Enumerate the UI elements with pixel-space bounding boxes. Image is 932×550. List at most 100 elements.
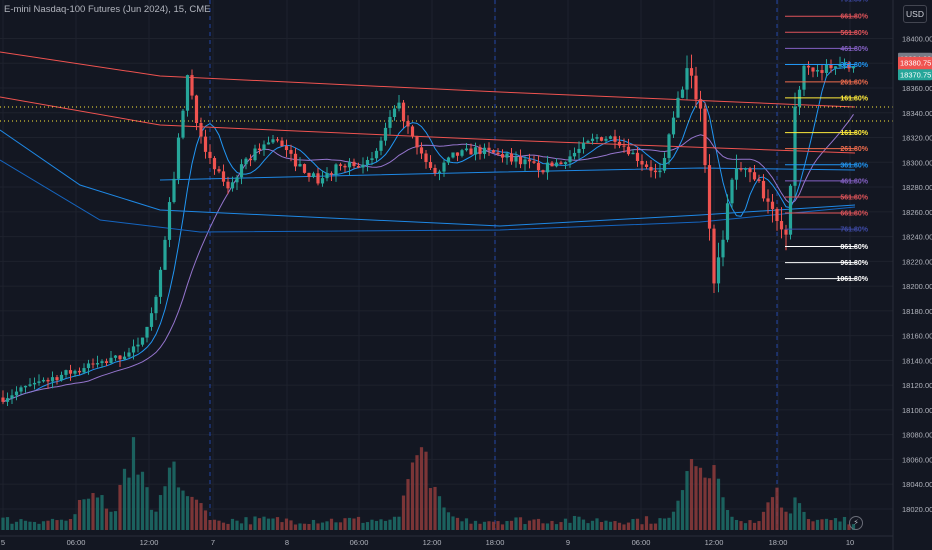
candle-body bbox=[523, 159, 527, 165]
candle-body bbox=[734, 168, 739, 180]
price-axis[interactable]: 18020.00 18040.00 18060.00 18080.00 18100.00… bbox=[892, 0, 932, 550]
candle-body bbox=[10, 395, 14, 399]
candle-body bbox=[802, 65, 806, 90]
volume-bar bbox=[487, 521, 491, 530]
candle-body bbox=[383, 127, 388, 141]
volume-bar bbox=[154, 511, 158, 530]
candle-body bbox=[793, 106, 797, 186]
volume-bar bbox=[284, 518, 289, 530]
candle-body bbox=[221, 171, 226, 182]
y-tick-label: 18260.00 bbox=[902, 208, 932, 217]
candle-body bbox=[176, 137, 181, 179]
candle-body bbox=[527, 159, 532, 162]
volume-bar bbox=[685, 471, 689, 530]
volume-bar bbox=[68, 519, 73, 530]
candle-body bbox=[64, 370, 68, 375]
lightning-icon[interactable]: ⚡ bbox=[849, 516, 863, 530]
candle-body bbox=[19, 387, 23, 392]
volume-bar bbox=[203, 510, 208, 530]
volume-bar bbox=[356, 516, 361, 530]
volume-bar bbox=[104, 508, 109, 530]
ma-long-red2-line bbox=[0, 96, 856, 154]
candle-body bbox=[784, 229, 788, 235]
fib-level-label: 561.80% bbox=[840, 30, 868, 37]
volume-bar bbox=[64, 520, 68, 530]
candle-body bbox=[473, 147, 478, 155]
x-tick-label: 10 bbox=[846, 538, 854, 547]
volume-bar bbox=[95, 497, 100, 530]
volume-bar bbox=[842, 516, 847, 530]
volume-bar bbox=[680, 490, 685, 530]
candle-body bbox=[689, 68, 694, 76]
candle-body bbox=[401, 102, 406, 122]
volume-bar bbox=[577, 516, 581, 530]
candle-body bbox=[424, 153, 428, 162]
candle-body bbox=[262, 144, 266, 151]
volume-bar bbox=[248, 524, 253, 530]
volume-bar bbox=[712, 465, 716, 530]
volume-bar bbox=[608, 521, 613, 530]
currency-button[interactable]: USD bbox=[903, 5, 927, 23]
ma-fast-line bbox=[2, 66, 854, 403]
chart-title: E-mini Nasdaq-100 Futures (Jun 2024), 15… bbox=[4, 4, 211, 15]
volume-bar bbox=[451, 516, 455, 530]
volume-bar bbox=[77, 499, 82, 530]
volume-bar bbox=[586, 523, 590, 530]
candle-body bbox=[266, 142, 271, 145]
price-label-box bbox=[898, 69, 932, 81]
volume-bar bbox=[734, 519, 739, 530]
volume-bar bbox=[473, 520, 478, 530]
volume-bar bbox=[833, 518, 838, 530]
candle-body bbox=[145, 326, 149, 338]
candle-body bbox=[172, 178, 176, 203]
candle-body bbox=[397, 102, 401, 109]
fib-level-label: 461.80% bbox=[840, 178, 868, 185]
volume-bar bbox=[374, 520, 379, 530]
volume-bar bbox=[50, 518, 55, 530]
candle-body bbox=[271, 139, 275, 143]
candle-body bbox=[73, 370, 77, 374]
candle-body bbox=[838, 64, 842, 67]
volume-bar bbox=[527, 520, 532, 530]
candle-body bbox=[577, 148, 581, 153]
volume-bar bbox=[689, 459, 694, 530]
candle-body bbox=[298, 164, 302, 167]
volume-bar bbox=[14, 521, 19, 530]
candle-body bbox=[329, 173, 334, 175]
volume-bar bbox=[563, 518, 568, 530]
volume-bar bbox=[694, 466, 698, 530]
volume-bar bbox=[478, 523, 482, 530]
time-axis[interactable]: 5 06:00 12:00 7 8 06:00 12:00 18:00 9 06:00 12:00 1… bbox=[0, 535, 893, 547]
x-tick-label: 9 bbox=[566, 538, 570, 547]
candle-body bbox=[833, 66, 838, 69]
candle-body bbox=[622, 145, 626, 147]
y-tick-label: 18120.00 bbox=[902, 381, 932, 390]
candle-body bbox=[338, 164, 343, 166]
candle-body bbox=[217, 169, 221, 172]
volume-bar bbox=[550, 520, 554, 530]
y-tick-label: 18040.00 bbox=[902, 480, 932, 489]
candle-body bbox=[100, 361, 104, 364]
volume-bar bbox=[541, 523, 545, 530]
candle-body bbox=[275, 139, 280, 141]
volume-bar bbox=[401, 495, 406, 530]
volume-bar bbox=[415, 455, 419, 530]
volume-bar bbox=[406, 479, 410, 530]
candle-body bbox=[190, 75, 194, 96]
volume-bar bbox=[428, 488, 433, 530]
volume-bar bbox=[73, 514, 77, 530]
volume-bar bbox=[730, 516, 734, 530]
candle-body bbox=[289, 150, 293, 154]
volume-bar bbox=[698, 467, 703, 530]
candle-body bbox=[572, 152, 577, 157]
candle-body bbox=[658, 170, 662, 173]
candle-body bbox=[365, 160, 370, 165]
fib-extension[interactable]: 791.80% 661.80% 561.80% 461.80% 361.80% 261.8… bbox=[785, 0, 869, 283]
candle-body bbox=[163, 239, 167, 270]
candle-body bbox=[635, 152, 640, 162]
candle-body bbox=[149, 313, 154, 327]
fib-level-label: 661.80% bbox=[840, 14, 868, 21]
candle-body bbox=[14, 391, 19, 396]
